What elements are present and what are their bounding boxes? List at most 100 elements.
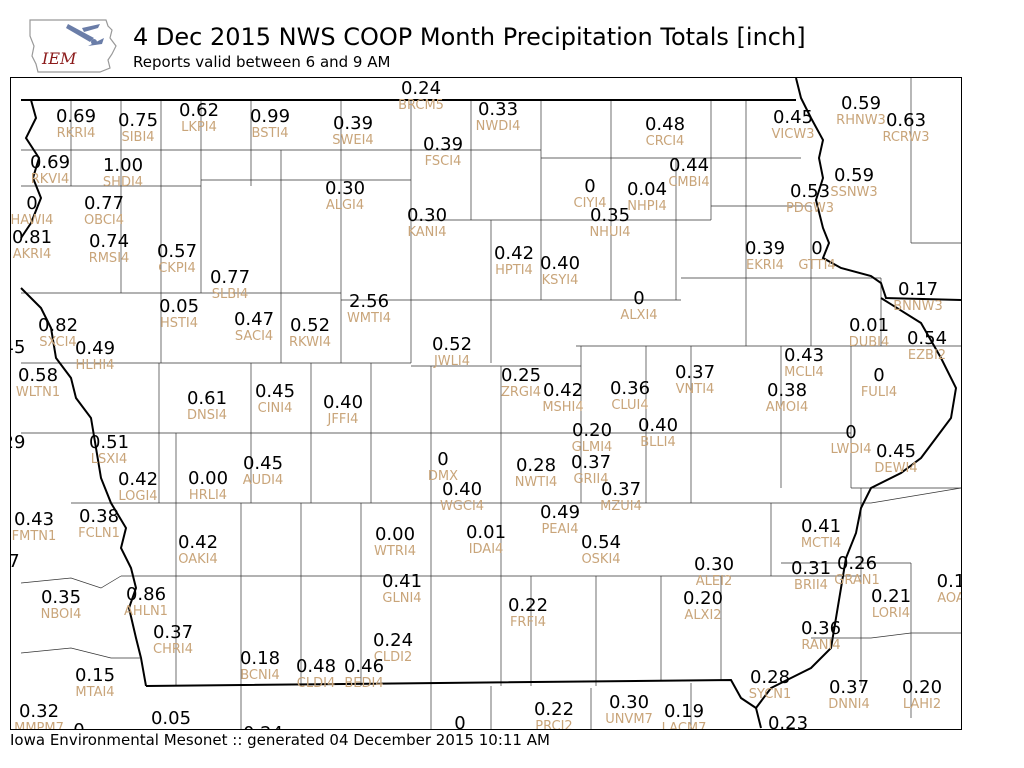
station-id: BSTI4 xyxy=(251,126,289,141)
station-value: 0 xyxy=(39,721,119,730)
station-marker: 0 GTTI4 xyxy=(777,239,857,273)
station-marker: 0.36 CLUI4 xyxy=(590,379,670,413)
station-value: 0.49 xyxy=(74,338,116,359)
station-id: KSYI4 xyxy=(541,273,579,288)
station-id: HLHI4 xyxy=(75,358,115,373)
station-id: GLMI4 xyxy=(571,440,613,455)
station-marker: 0.05 HSTI4 xyxy=(139,297,219,331)
station-value: 0.48 xyxy=(644,114,686,135)
station-marker: 0.43 FMTN1 xyxy=(11,510,74,544)
station-value: 0 xyxy=(633,288,645,309)
station-marker: 0.18 BCNI4 xyxy=(220,649,300,683)
station-id: RANI4 xyxy=(801,638,841,653)
station-id: PRCI2 xyxy=(535,719,573,730)
station-value: 0.54 xyxy=(580,532,622,553)
station-value: 0.45 xyxy=(242,453,284,474)
station-id: RCRW3 xyxy=(882,130,930,145)
station-value: 0 xyxy=(845,422,857,443)
station-marker: 0.59 SSNW3 xyxy=(814,166,894,200)
station-id: RKVI4 xyxy=(30,172,70,187)
station-id: OSKI4 xyxy=(581,552,621,567)
station-id: WMTI4 xyxy=(346,311,392,326)
station-value: 0.41 xyxy=(800,516,842,537)
station-id: RKRI4 xyxy=(56,126,96,141)
station-id: BRCM5 xyxy=(398,98,444,113)
station-marker: 0.41 GLNI4 xyxy=(362,572,442,606)
station-id: NWDI4 xyxy=(475,119,521,134)
station-id: WGCI4 xyxy=(439,499,485,514)
station-value: 0.05 xyxy=(158,296,200,317)
station-id: AHLN1 xyxy=(124,604,168,619)
station-value: 7 xyxy=(11,552,54,572)
station-marker: 0.52 JWLI4 xyxy=(412,335,492,369)
station-id: LORI4 xyxy=(871,606,911,621)
station-id: MCTI4 xyxy=(800,536,842,551)
station-marker: 0.22 FRFI4 xyxy=(488,596,568,630)
station-marker: 0.44 CMBI4 xyxy=(649,156,729,190)
station-id: EZBI2 xyxy=(907,348,947,363)
station-id: CLDI2 xyxy=(373,650,413,665)
station-marker: 0.45 AUDI4 xyxy=(223,454,303,488)
station-value: 1.00 xyxy=(102,155,144,176)
station-value: 0.01 xyxy=(465,522,507,543)
station-id: LACM7 xyxy=(661,721,707,730)
station-value: 0.20 xyxy=(571,420,613,441)
station-value: 45 xyxy=(11,337,26,358)
station-id: GRAN1 xyxy=(834,573,880,588)
station-id: PDCW3 xyxy=(785,201,835,216)
station-marker: 0.39 FSCI4 xyxy=(403,135,483,169)
station-marker: 0.00 HRLI4 xyxy=(168,469,248,503)
station-id: ALGI4 xyxy=(325,198,365,213)
station-value: 0 xyxy=(26,193,38,214)
station-marker: 0.25 ZRGI4 xyxy=(481,366,561,400)
station-value: 0.41 xyxy=(381,571,423,592)
station-id: ALEI2 xyxy=(695,574,733,589)
station-marker: 0 ALXI4 xyxy=(599,289,679,323)
station-value: 0.39 xyxy=(332,113,374,134)
station-value: 0.48 xyxy=(295,656,337,677)
station-marker: 0.42 LOGI4 xyxy=(98,470,178,504)
station-marker: 0.17 BNNW3 xyxy=(878,280,958,314)
station-marker: 0.46 BEDI4 xyxy=(324,657,404,691)
station-marker: 0.19 LACM7 xyxy=(644,702,724,730)
station-id: MTAI4 xyxy=(75,685,115,700)
station-marker: 29 xyxy=(11,433,54,453)
station-id: PEAI4 xyxy=(541,522,579,537)
station-marker: 0.39 EKRI4 xyxy=(725,239,805,273)
station-marker: 0.30 KANI4 xyxy=(387,206,467,240)
station-value: 0.22 xyxy=(533,699,575,720)
station-marker: 0.75 SIBI4 xyxy=(98,111,178,145)
station-value: 0.52 xyxy=(431,334,473,355)
station-value: 0.22 xyxy=(507,595,549,616)
station-value: 0.24 xyxy=(223,724,303,730)
station-marker: 0.54 OSKI4 xyxy=(561,533,641,567)
station-id: BCNI4 xyxy=(240,668,280,683)
station-marker: 0.30 UNVM7 xyxy=(589,693,669,727)
station-value: 0.63 xyxy=(885,110,927,131)
station-id: VNTI4 xyxy=(675,382,715,397)
station-value: 0.39 xyxy=(422,134,464,155)
station-value: 0.30 xyxy=(406,205,448,226)
station-id: BLLI4 xyxy=(640,435,676,450)
station-id: SIBI4 xyxy=(121,130,155,145)
station-marker: 0.40 JFFI4 xyxy=(303,393,383,427)
station-marker: 2.56 WMTI4 xyxy=(329,292,409,326)
station-marker: 0 DMX xyxy=(403,450,483,484)
station-value: 0.52 xyxy=(289,315,331,336)
station-value: 0.32 xyxy=(18,701,60,722)
station-id: DNSI4 xyxy=(186,408,228,423)
station-value: 0.15 xyxy=(74,665,116,686)
station-id: MSHI4 xyxy=(542,400,584,415)
station-marker: 0.37 GRII4 xyxy=(551,453,631,487)
station-marker: 0.05 xyxy=(131,709,211,729)
station-value: 0 xyxy=(811,238,823,259)
station-id: MZUI4 xyxy=(600,499,642,514)
station-marker: 0.15 MTAI4 xyxy=(55,666,135,700)
station-value: 0.00 xyxy=(374,524,416,545)
station-value: 0.30 xyxy=(324,178,366,199)
station-marker: 0.38 AMOI4 xyxy=(747,381,827,415)
station-marker: 0.40 BLLI4 xyxy=(618,416,698,450)
station-id: EKRI4 xyxy=(746,258,784,273)
station-marker: 0.82 SXCI4 xyxy=(18,316,98,350)
station-id: RHNW3 xyxy=(836,113,886,128)
